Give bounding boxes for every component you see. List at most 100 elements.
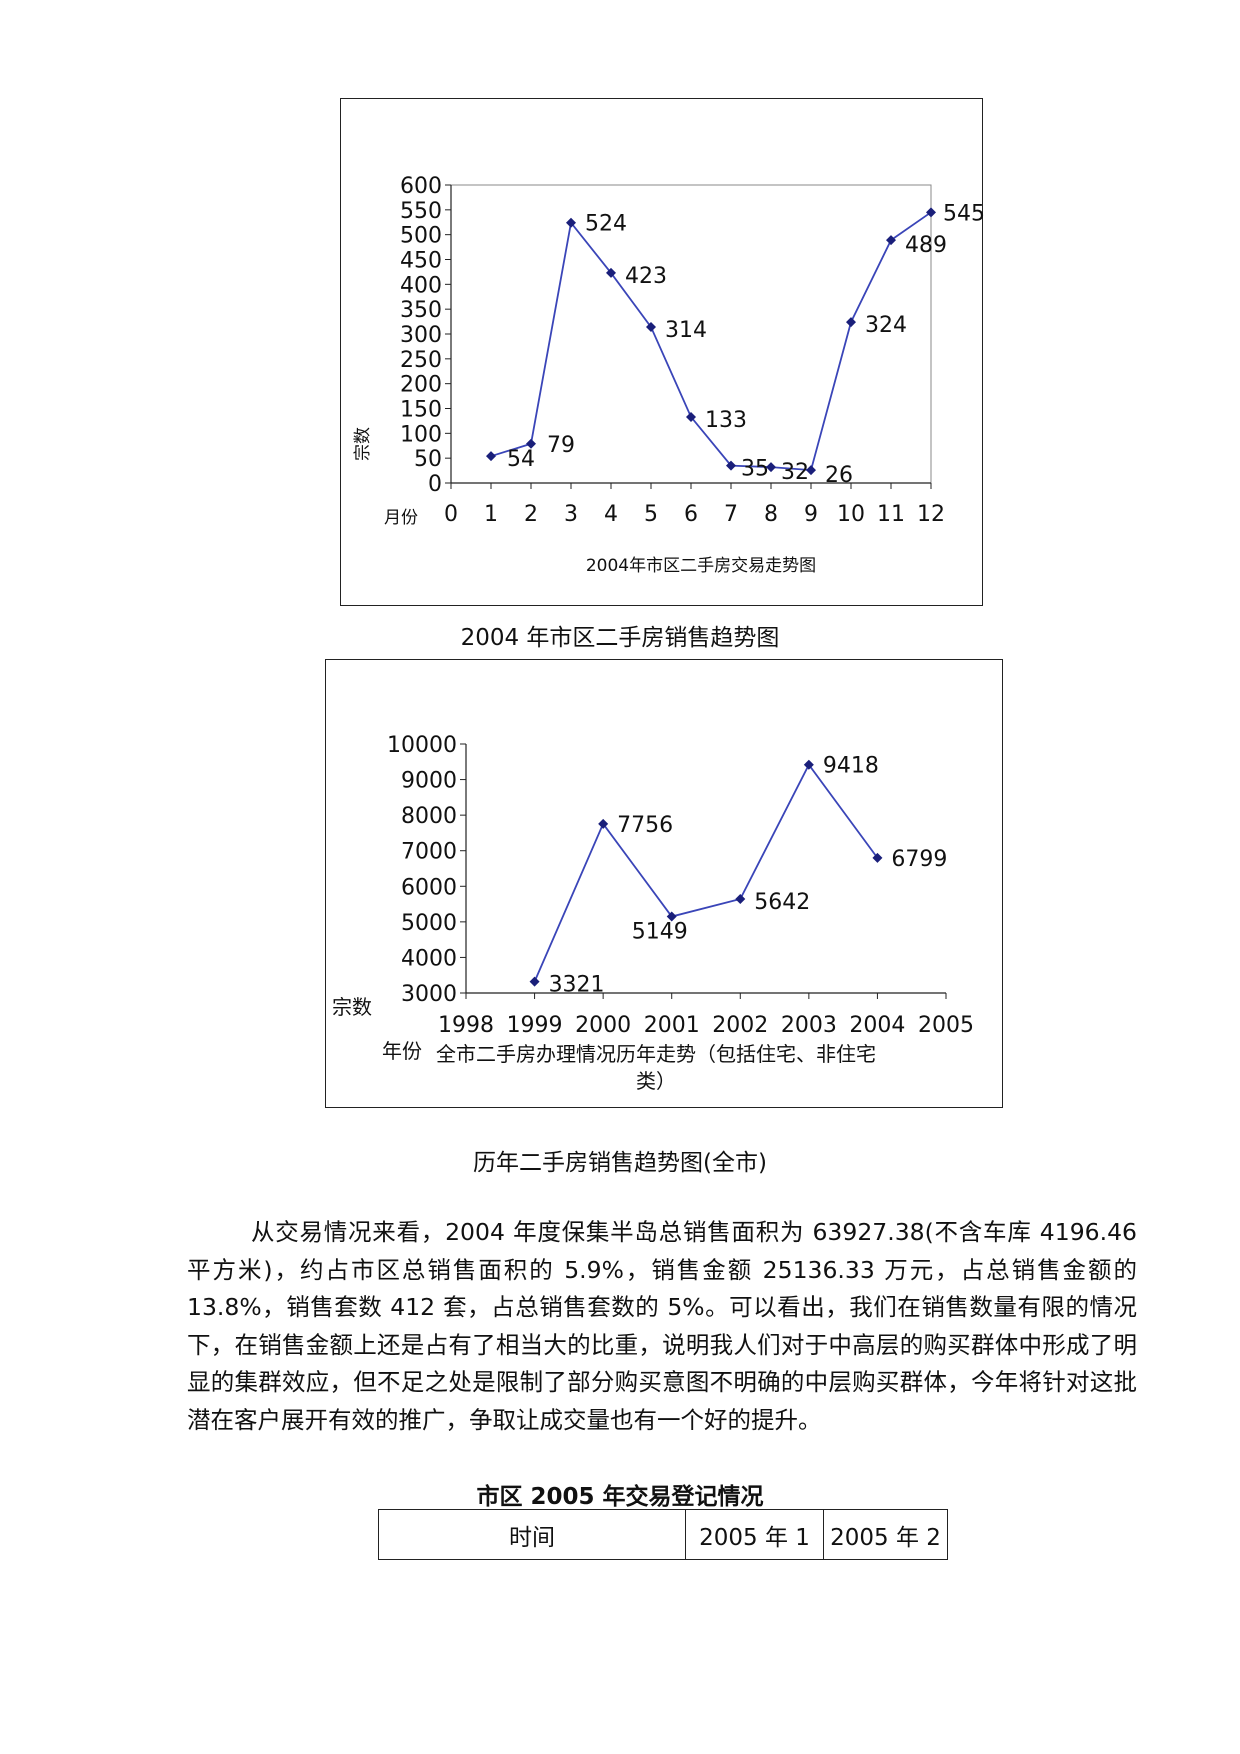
y-tick-label: 500 <box>400 224 442 249</box>
x-tick-label: 1998 <box>438 1013 494 1038</box>
x-axis-label: 年份 <box>382 1039 422 1063</box>
y-tick-label: 550 <box>400 199 442 224</box>
data-point <box>666 911 677 922</box>
chart-title-line: 全市二手房办理情况历年走势（包括住宅、非住宅 <box>436 1042 876 1066</box>
y-axis-label: 宗数 <box>353 427 373 461</box>
data-label: 7756 <box>617 813 673 838</box>
data-label: 133 <box>705 408 747 433</box>
x-tick-label: 11 <box>877 502 905 527</box>
x-tick-label: 2000 <box>575 1013 631 1038</box>
data-point <box>806 465 816 476</box>
y-tick-label: 4000 <box>401 946 457 971</box>
x-tick-label: 2003 <box>781 1013 837 1038</box>
x-tick-label: 12 <box>917 502 945 527</box>
series-line <box>490 211 932 472</box>
y-tick-label: 50 <box>414 447 442 472</box>
monthly-chart-caption: 2004 年市区二手房销售趋势图 <box>460 625 780 651</box>
y-tick-label: 7000 <box>401 840 457 865</box>
data-label: 3321 <box>549 973 605 998</box>
y-tick-label: 9000 <box>401 769 457 794</box>
x-tick-label: 9 <box>804 502 818 527</box>
data-label: 9418 <box>823 754 879 779</box>
data-label: 489 <box>905 233 947 258</box>
y-tick-label: 150 <box>400 398 442 423</box>
data-point <box>646 322 656 333</box>
y-tick-label: 450 <box>400 249 442 274</box>
data-point <box>766 462 776 473</box>
table-title: 市区 2005 年交易登记情况 <box>476 1484 764 1510</box>
data-point <box>566 217 576 228</box>
data-label: 545 <box>943 201 984 226</box>
x-tick-label: 7 <box>724 502 738 527</box>
y-tick-label: 350 <box>400 298 442 323</box>
x-tick-label: 2004 <box>849 1013 905 1038</box>
data-point <box>686 411 696 422</box>
y-tick-label: 6000 <box>401 875 457 900</box>
x-tick-label: 4 <box>604 502 618 527</box>
data-label: 324 <box>865 313 907 338</box>
y-axis-label: 宗数 <box>332 995 372 1019</box>
data-label: 26 <box>825 463 853 488</box>
chart-title-line: 类） <box>636 1069 676 1093</box>
y-tick-label: 250 <box>400 348 442 373</box>
x-tick-label: 1999 <box>507 1013 563 1038</box>
data-point <box>926 207 936 218</box>
data-point <box>486 451 496 462</box>
data-label: 423 <box>625 264 667 289</box>
analysis-paragraph: 从交易情况来看，2004 年度保集半岛总销售面积为 63927.38(不含车库 … <box>187 1218 1137 1434</box>
registration-table: 时间 2005 年 1 2005 年 2 <box>378 1509 948 1560</box>
x-tick-label: 2 <box>524 502 538 527</box>
data-point <box>803 759 814 770</box>
x-axis-label: 月份 <box>384 508 418 528</box>
data-label: 5149 <box>632 920 688 945</box>
data-label: 6799 <box>891 847 947 872</box>
x-tick-label: 2002 <box>712 1013 768 1038</box>
table-row: 时间 2005 年 1 2005 年 2 <box>378 1509 948 1560</box>
data-point <box>872 852 883 863</box>
table-header-month1: 2005 年 1 <box>685 1509 824 1560</box>
table-header-time: 时间 <box>378 1509 686 1560</box>
data-point <box>735 894 746 905</box>
data-point <box>529 976 540 987</box>
data-label: 314 <box>665 318 707 343</box>
data-label: 32 <box>781 460 809 485</box>
y-tick-label: 3000 <box>401 982 457 1007</box>
data-label: 524 <box>585 212 627 237</box>
y-tick-label: 100 <box>400 422 442 447</box>
data-label: 79 <box>547 433 575 458</box>
data-point <box>726 460 736 471</box>
y-tick-label: 10000 <box>387 733 457 758</box>
y-tick-label: 8000 <box>401 804 457 829</box>
y-tick-label: 5000 <box>401 911 457 936</box>
yearly-chart: 3000 4000 5000 6000 7000 8000 9000 10000 1998 199… <box>325 659 1003 1108</box>
y-tick-label: 400 <box>400 273 442 298</box>
monthly-chart: 0 50 100 150 200 250 300 350 400 450 500 550 600 0 1 2 3… <box>340 98 984 606</box>
y-tick-label: 200 <box>400 373 442 398</box>
x-tick-label: 1 <box>484 502 498 527</box>
y-tick-label: 0 <box>428 472 442 497</box>
data-point <box>606 267 616 278</box>
data-label: 54 <box>507 447 535 472</box>
y-tick-label: 300 <box>400 323 442 348</box>
data-point <box>846 317 856 328</box>
x-tick-label: 0 <box>444 502 458 527</box>
data-point <box>886 235 896 246</box>
y-tick-label: 600 <box>400 174 442 199</box>
x-tick-label: 6 <box>684 502 698 527</box>
yearly-chart-caption: 历年二手房销售趋势图(全市) <box>473 1150 767 1176</box>
x-tick-label: 10 <box>837 502 865 527</box>
data-label: 35 <box>741 457 769 482</box>
x-tick-label: 2005 <box>918 1013 974 1038</box>
data-label: 5642 <box>754 890 810 915</box>
data-point <box>526 438 536 449</box>
x-tick-label: 2001 <box>644 1013 700 1038</box>
data-point <box>598 818 609 829</box>
yearly-chart-svg: 3000 4000 5000 6000 7000 8000 9000 10000 1998 199… <box>332 733 974 1093</box>
table-header-month2: 2005 年 2 <box>823 1509 948 1560</box>
x-tick-label: 8 <box>764 502 778 527</box>
x-tick-label: 5 <box>644 502 658 527</box>
x-tick-label: 3 <box>564 502 578 527</box>
series-line <box>533 762 879 982</box>
chart-title: 2004年市区二手房交易走势图 <box>586 556 816 576</box>
